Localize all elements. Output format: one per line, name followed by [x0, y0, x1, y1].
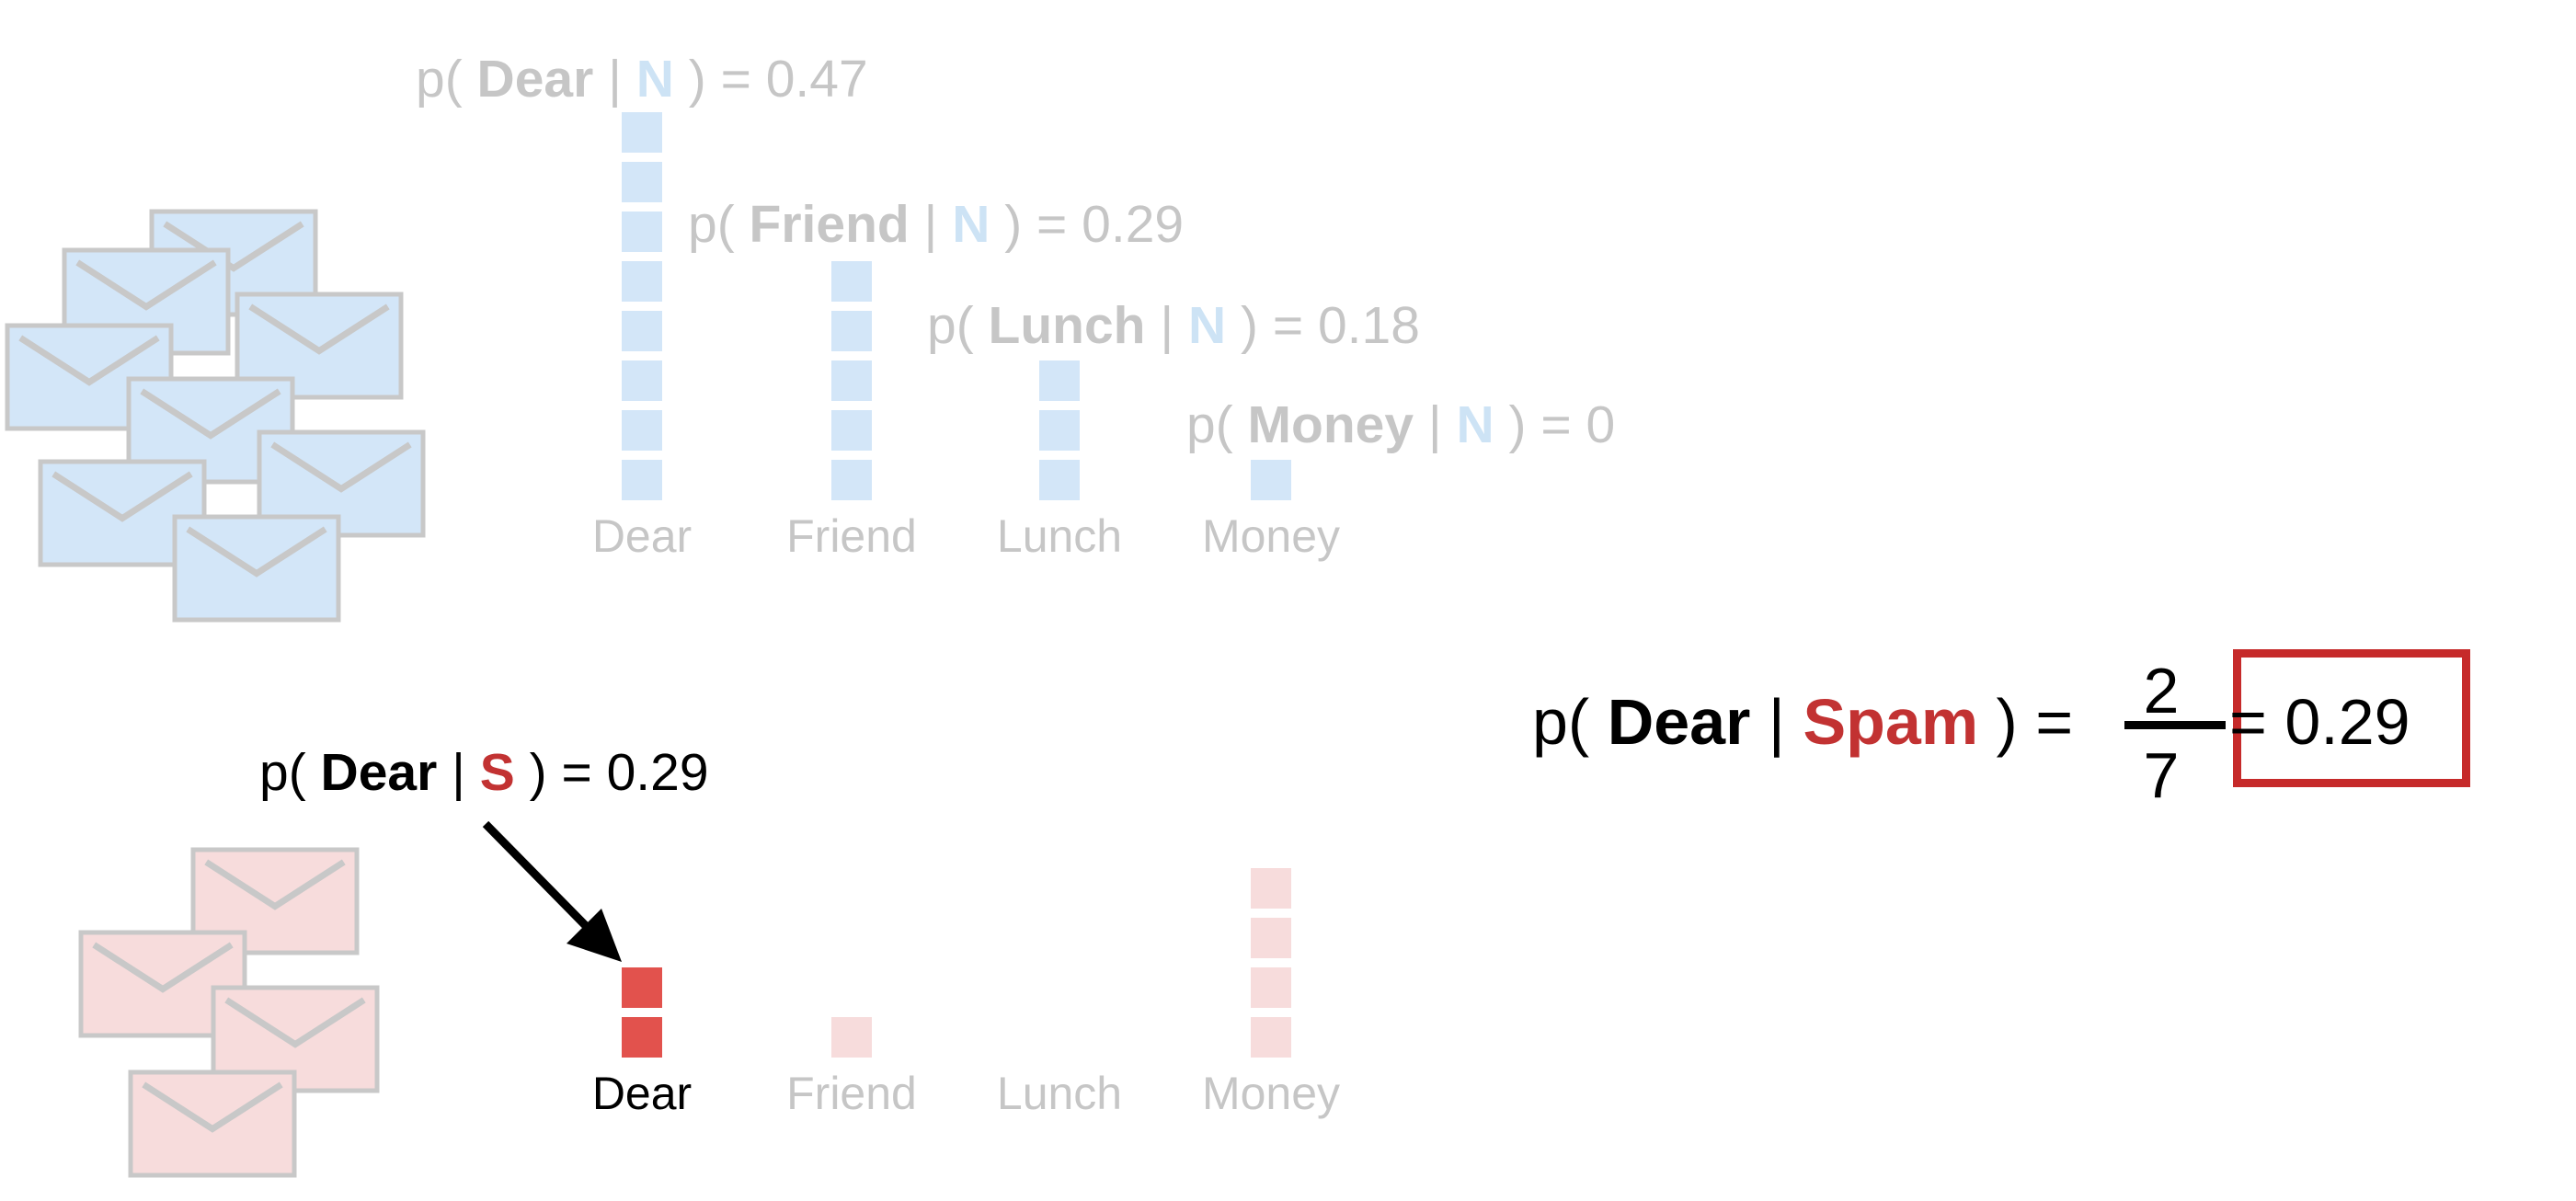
normal-bar-friend-3	[831, 360, 872, 401]
normal-bar-dear-3	[622, 360, 662, 401]
annotation-word: Dear	[476, 50, 594, 109]
annotation-normal-dear: p( Dear | N ) = 0.47	[416, 50, 868, 109]
formula-lhs: p( Dear | Spam ) =	[1532, 686, 2074, 758]
spam-bar-dear-2	[622, 967, 662, 1008]
formula-word: Dear	[1607, 686, 1751, 758]
annotation-class: N	[635, 50, 674, 109]
formula-class: Spam	[1803, 686, 1979, 758]
normal-bar-friend-1	[831, 460, 872, 500]
normal-bar-dear-6	[622, 212, 662, 252]
annotation-class: N	[1456, 395, 1494, 454]
formula-result: = 0.29	[2229, 686, 2410, 758]
result-highlight-box	[2233, 649, 2470, 787]
normal-label-dear: Dear	[591, 510, 693, 562]
spam-label-dear: Dear	[591, 1068, 693, 1119]
fraction-bar	[2124, 721, 2226, 729]
spam-label-money: Money	[1201, 1068, 1341, 1119]
spam-bar-money-3	[1251, 918, 1291, 958]
annotation-class: S	[479, 743, 515, 802]
normal-bar-dear-7	[622, 162, 662, 202]
formula-numerator: 2	[2143, 655, 2180, 726]
formula-denominator: 7	[2143, 739, 2180, 811]
normal-bar-lunch-3	[1039, 360, 1080, 401]
annotation-word: Dear	[320, 743, 438, 802]
normal-label-lunch: Lunch	[996, 510, 1123, 562]
annotation-normal-lunch: p( Lunch | N ) = 0.18	[927, 296, 1420, 355]
spam-bar-money-1	[1251, 1017, 1291, 1058]
normal-bar-money-1	[1251, 460, 1291, 500]
annotation-class: N	[952, 195, 990, 254]
normal-bar-lunch-1	[1039, 460, 1080, 500]
spam-bar-friend-1	[831, 1017, 872, 1058]
spam-label-lunch: Lunch	[996, 1068, 1123, 1119]
spam-bar-dear-1	[622, 1017, 662, 1058]
annotation-word: Lunch	[988, 296, 1146, 355]
annotation-word: Friend	[749, 195, 910, 254]
normal-bar-friend-5	[831, 261, 872, 302]
annotation-spam-dear: p( Dear | S ) = 0.29	[259, 743, 709, 802]
normal-envelope-icon-8	[172, 514, 341, 623]
spam-bar-money-2	[1251, 967, 1291, 1008]
normal-envelope-pile	[5, 209, 426, 623]
annotation-normal-friend: p( Friend | N ) = 0.29	[688, 195, 1185, 254]
spam-envelope-icon-4	[128, 1069, 297, 1178]
normal-bar-friend-4	[831, 311, 872, 351]
normal-bar-dear-4	[622, 311, 662, 351]
annotation-class: N	[1188, 296, 1227, 355]
normal-bar-dear-1	[622, 460, 662, 500]
normal-bar-dear-2	[622, 410, 662, 451]
arrow-icon	[482, 820, 622, 962]
normal-bar-friend-2	[831, 410, 872, 451]
spam-label-friend: Friend	[786, 1068, 917, 1119]
normal-label-friend: Friend	[786, 510, 917, 562]
normal-bar-dear-5	[622, 261, 662, 302]
spam-bar-money-4	[1251, 868, 1291, 909]
spam-envelope-pile	[78, 847, 380, 1178]
annotation-normal-money-clip: p( Money | N ) = 0.	[1186, 395, 1619, 469]
annotation-word: Money	[1247, 395, 1414, 454]
normal-bar-lunch-2	[1039, 410, 1080, 451]
annotation-normal-money: p( Money | N ) = 0.	[1186, 395, 1619, 454]
normal-label-money: Money	[1201, 510, 1341, 562]
normal-bar-dear-8	[622, 112, 662, 153]
